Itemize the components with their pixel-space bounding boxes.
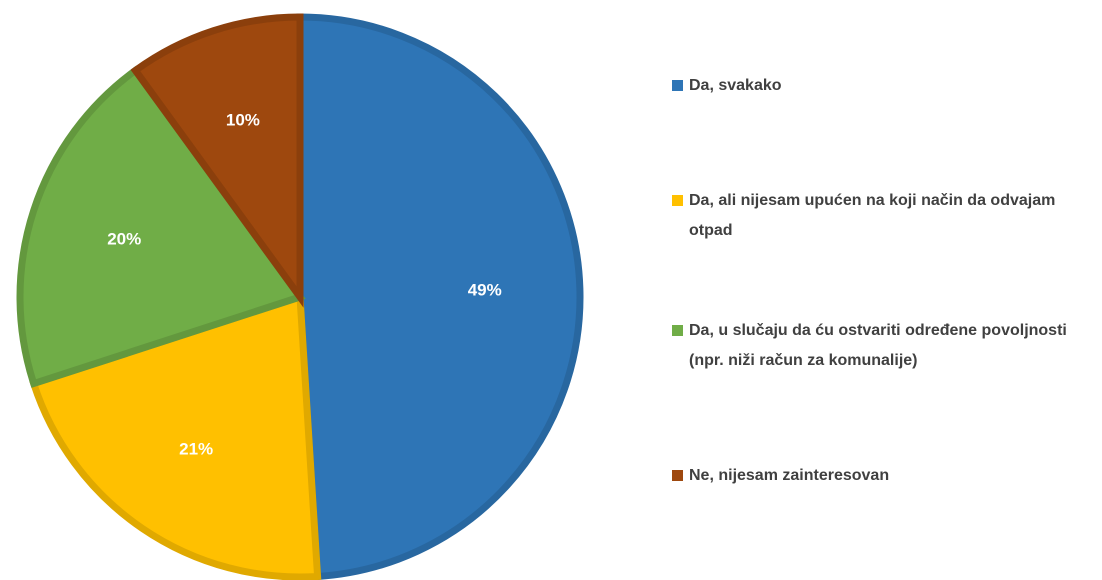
legend-swatch: [672, 325, 683, 336]
data-label: 20%: [107, 229, 141, 248]
pie-slice: [130, 13, 304, 308]
pie-slice: [16, 65, 306, 388]
legend: Da, svakako Da, ali nijesam upućen na koj…: [672, 21, 1097, 541]
legend-item: Da, svakako: [672, 21, 1097, 151]
pie-chart: 49% 21% 20% 10%: [16, 13, 584, 580]
legend-label: Da, u slučaju da ću ostvariti određene p…: [689, 322, 1067, 369]
legend-label: Da, ali nijesam upućen na koji način da …: [689, 192, 1056, 239]
legend-label: Da, svakako: [689, 77, 782, 94]
legend-label: Ne, nijesam zainteresovan: [689, 467, 890, 484]
data-label: 10%: [226, 111, 260, 130]
legend-item: Ne, nijesam zainteresovan: [672, 411, 1097, 541]
legend-swatch: [672, 470, 683, 481]
legend-item: Da, u slučaju da ću ostvariti određene p…: [672, 281, 1097, 411]
pie-slice: [29, 292, 322, 580]
data-label: 21%: [179, 439, 213, 458]
legend-swatch: [672, 80, 683, 91]
data-label: 49%: [468, 281, 502, 300]
legend-item: Da, ali nijesam upućen na koji način da …: [672, 151, 1097, 281]
legend-swatch: [672, 195, 683, 206]
pie-slice: [296, 13, 584, 580]
